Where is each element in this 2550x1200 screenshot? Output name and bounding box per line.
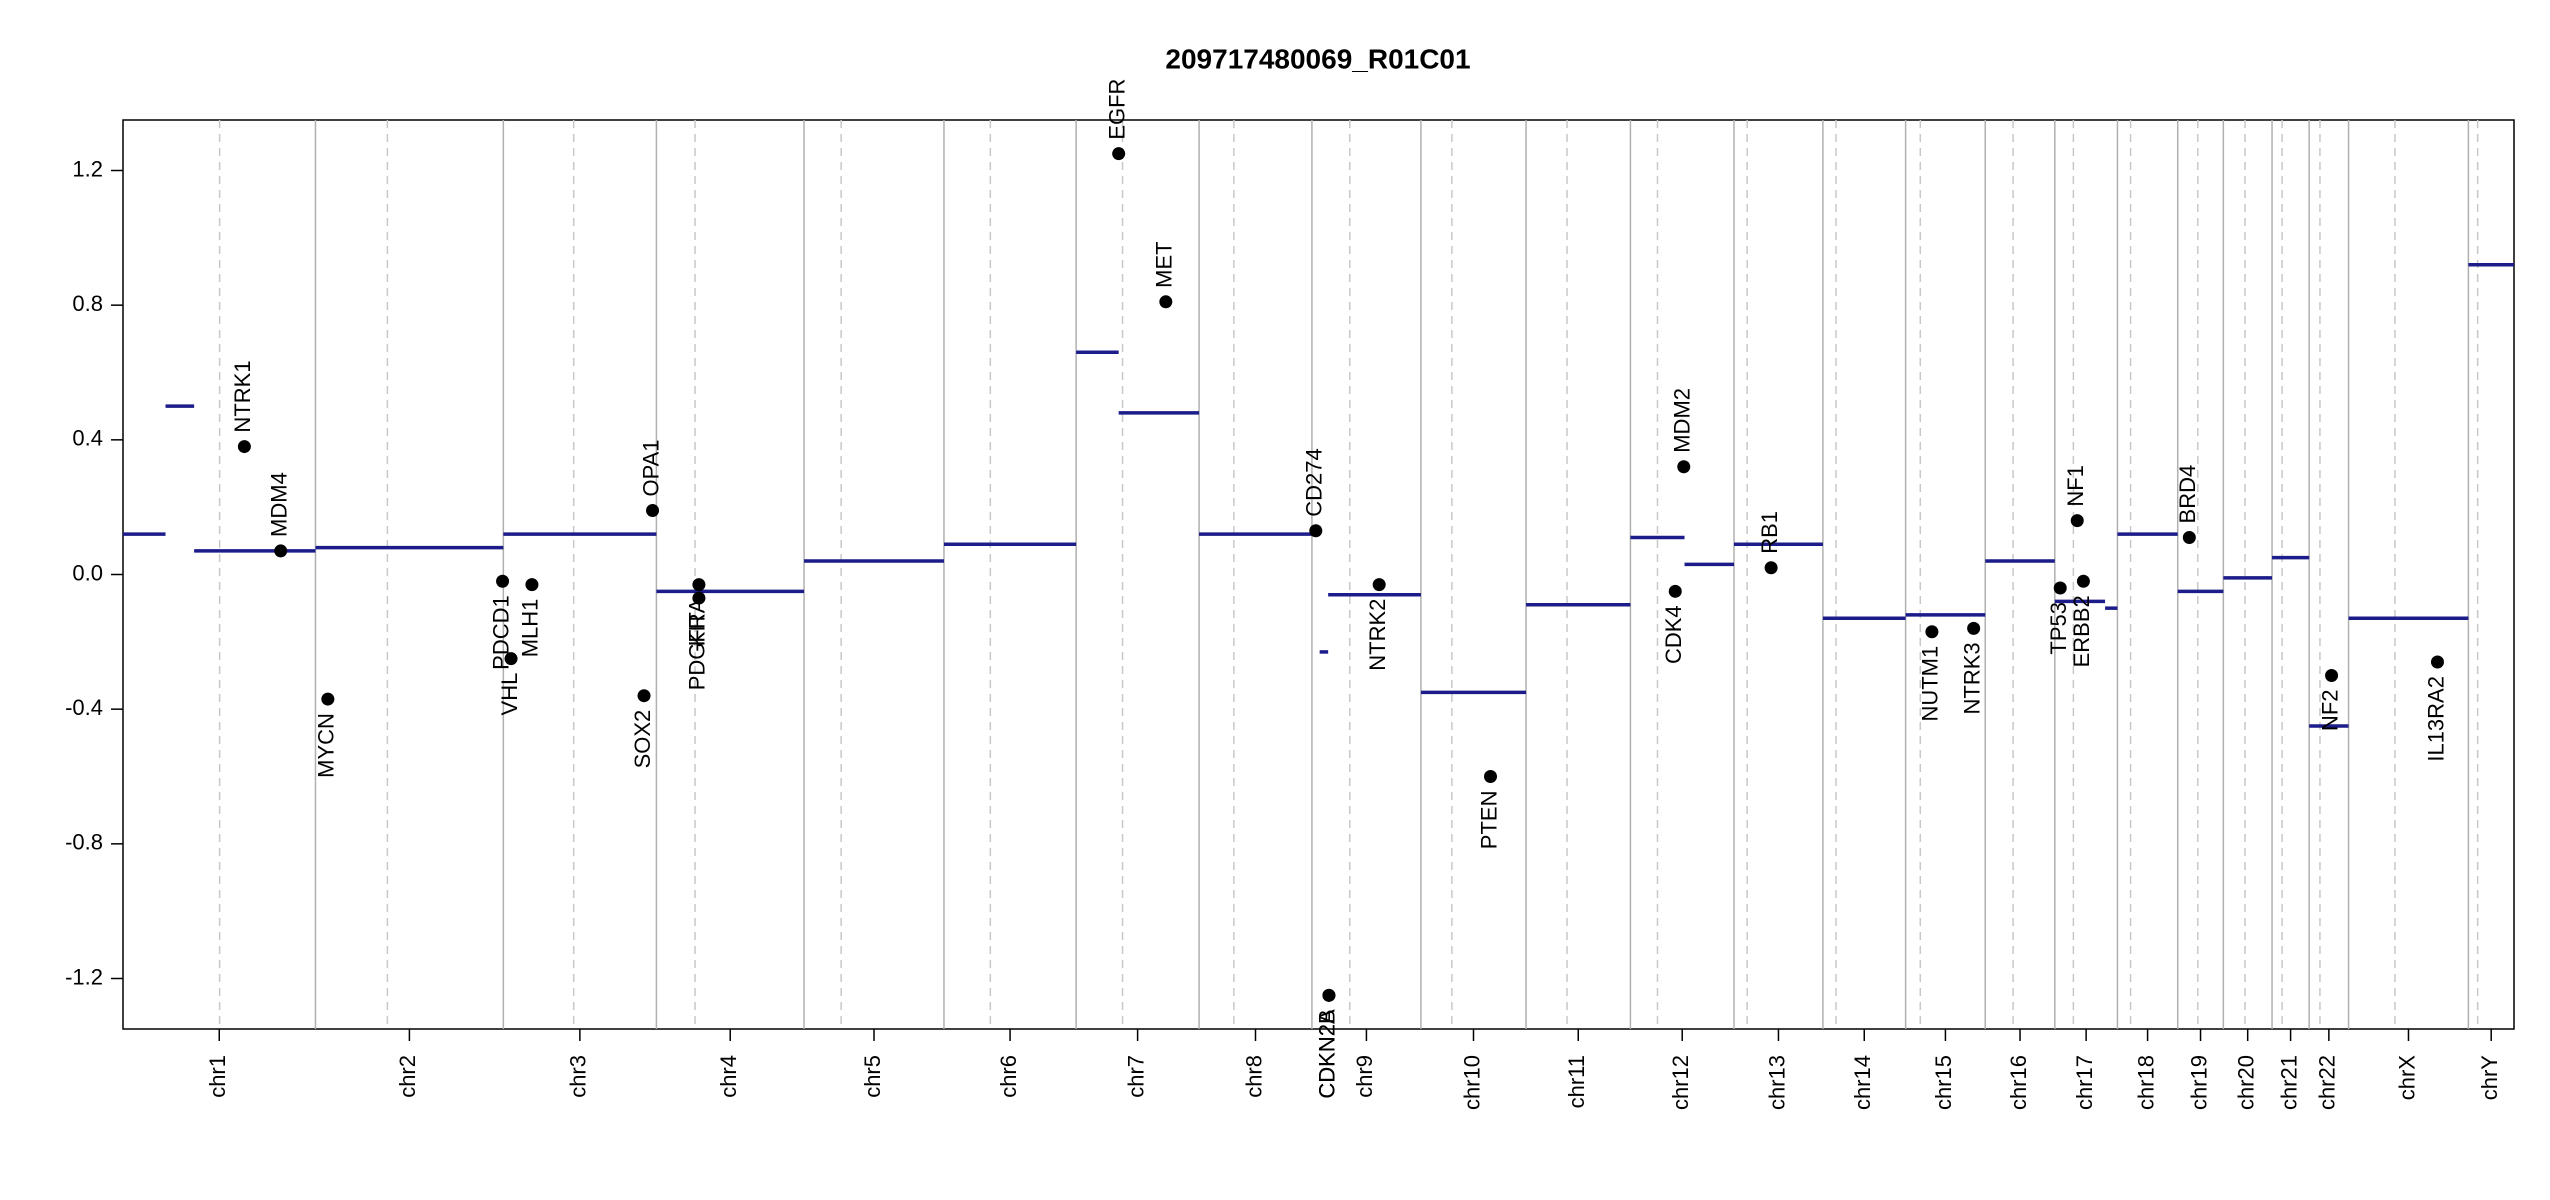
y-tick-label: -0.4 bbox=[65, 695, 103, 720]
chromosome-label: chr20 bbox=[2234, 1055, 2259, 1110]
chromosome-label: chrX bbox=[2394, 1055, 2419, 1101]
gene-label: EGFR bbox=[1104, 79, 1129, 140]
gene-label: MDM4 bbox=[267, 472, 292, 537]
y-tick-label: -1.2 bbox=[65, 964, 103, 989]
chromosome-label: chr14 bbox=[1850, 1055, 1875, 1110]
chromosome-label: chr19 bbox=[2186, 1055, 2211, 1110]
gene-label: NTRK2 bbox=[1365, 599, 1390, 671]
chromosome-label: chr15 bbox=[1931, 1055, 1956, 1110]
gene-label: MDM2 bbox=[1670, 388, 1695, 453]
gene-point bbox=[2182, 530, 2196, 544]
chromosome-label: chr22 bbox=[2315, 1055, 2340, 1110]
gene-point bbox=[321, 692, 335, 706]
gene-label: NUTM1 bbox=[1918, 646, 1943, 722]
gene-point bbox=[1112, 147, 1126, 161]
gene-label: BRD4 bbox=[2175, 465, 2200, 524]
gene-label: NF1 bbox=[2063, 465, 2088, 507]
gene-label: NF2 bbox=[2317, 690, 2342, 732]
gene-point bbox=[692, 578, 706, 592]
chromosome-label: chr6 bbox=[996, 1055, 1021, 1098]
gene-point bbox=[2430, 655, 2444, 669]
chromosome-label: chr9 bbox=[1352, 1055, 1377, 1098]
gene-point bbox=[637, 689, 651, 703]
gene-point bbox=[1372, 578, 1386, 592]
gene-label: KIT bbox=[685, 612, 710, 646]
chromosome-label: chr17 bbox=[2072, 1055, 2097, 1110]
gene-label: MET bbox=[1152, 241, 1177, 287]
gene-label: MYCN bbox=[314, 713, 339, 778]
gene-point bbox=[1764, 561, 1778, 575]
gene-label: CDKN2A bbox=[1315, 1009, 1340, 1099]
chromosome-label: chr1 bbox=[205, 1055, 230, 1098]
chromosome-label: chr12 bbox=[1668, 1055, 1693, 1110]
gene-point bbox=[1967, 621, 1981, 635]
chromosome-label: chr16 bbox=[2006, 1055, 2031, 1110]
chromosome-label: chr13 bbox=[1764, 1055, 1789, 1110]
gene-point bbox=[504, 652, 518, 666]
gene-point bbox=[692, 591, 706, 605]
gene-label: PTEN bbox=[1476, 791, 1501, 850]
chromosome-label: chr2 bbox=[395, 1055, 420, 1098]
gene-point bbox=[1925, 625, 1939, 639]
chromosome-label: chr4 bbox=[716, 1055, 741, 1098]
gene-label: CDKN2B bbox=[1315, 1009, 1340, 1098]
gene-label: RB1 bbox=[1757, 511, 1782, 554]
gene-point bbox=[1484, 770, 1498, 783]
gene-point bbox=[2070, 514, 2084, 528]
chromosome-label: chr10 bbox=[1459, 1055, 1484, 1110]
y-tick-label: 0.8 bbox=[72, 291, 103, 316]
gene-label: NTRK3 bbox=[1959, 642, 1984, 714]
gene-point bbox=[2076, 574, 2090, 588]
chart-title: 209717480069_R01C01 bbox=[1165, 43, 1470, 74]
gene-point bbox=[525, 578, 539, 592]
chromosome-label: chr7 bbox=[1123, 1055, 1148, 1098]
chromosome-label: chrY bbox=[2477, 1055, 2502, 1101]
gene-label: MLH1 bbox=[518, 599, 543, 658]
gene-point bbox=[237, 440, 251, 454]
y-tick-label: 0.4 bbox=[72, 426, 103, 451]
gene-point bbox=[1309, 524, 1323, 538]
gene-point bbox=[496, 574, 510, 588]
gene-label: VHL bbox=[497, 673, 522, 716]
gene-label: PDGFRA bbox=[685, 598, 710, 690]
chromosome-label: chr8 bbox=[1241, 1055, 1266, 1098]
gene-label: NTRK1 bbox=[230, 360, 255, 432]
gene-label: IL13RA2 bbox=[2423, 676, 2448, 762]
gene-label: ERBB2 bbox=[2069, 595, 2094, 667]
gene-label: CD274 bbox=[1302, 448, 1327, 516]
gene-point bbox=[1159, 295, 1173, 309]
y-tick-label: 1.2 bbox=[72, 156, 103, 181]
gene-point bbox=[1668, 584, 1682, 598]
gene-point bbox=[1322, 988, 1336, 1002]
gene-point bbox=[646, 504, 660, 518]
chromosome-label: chr18 bbox=[2133, 1055, 2158, 1110]
chromosome-label: chr21 bbox=[2276, 1055, 2301, 1110]
gene-label: TP53 bbox=[2046, 602, 2071, 655]
chromosome-label: chr11 bbox=[1564, 1055, 1589, 1108]
gene-label: OPA1 bbox=[638, 439, 663, 496]
gene-point bbox=[274, 544, 288, 558]
chromosome-label: chr3 bbox=[566, 1055, 591, 1098]
chromosome-label: chr5 bbox=[860, 1055, 885, 1098]
y-tick-label: -0.8 bbox=[65, 830, 103, 855]
gene-point bbox=[1677, 460, 1691, 474]
gene-point bbox=[2325, 669, 2339, 682]
y-tick-label: 0.0 bbox=[72, 560, 103, 585]
gene-label: CDK4 bbox=[1661, 605, 1686, 664]
gene-point bbox=[2053, 581, 2067, 595]
gene-label: SOX2 bbox=[630, 710, 655, 769]
plot-frame bbox=[122, 119, 2515, 1030]
